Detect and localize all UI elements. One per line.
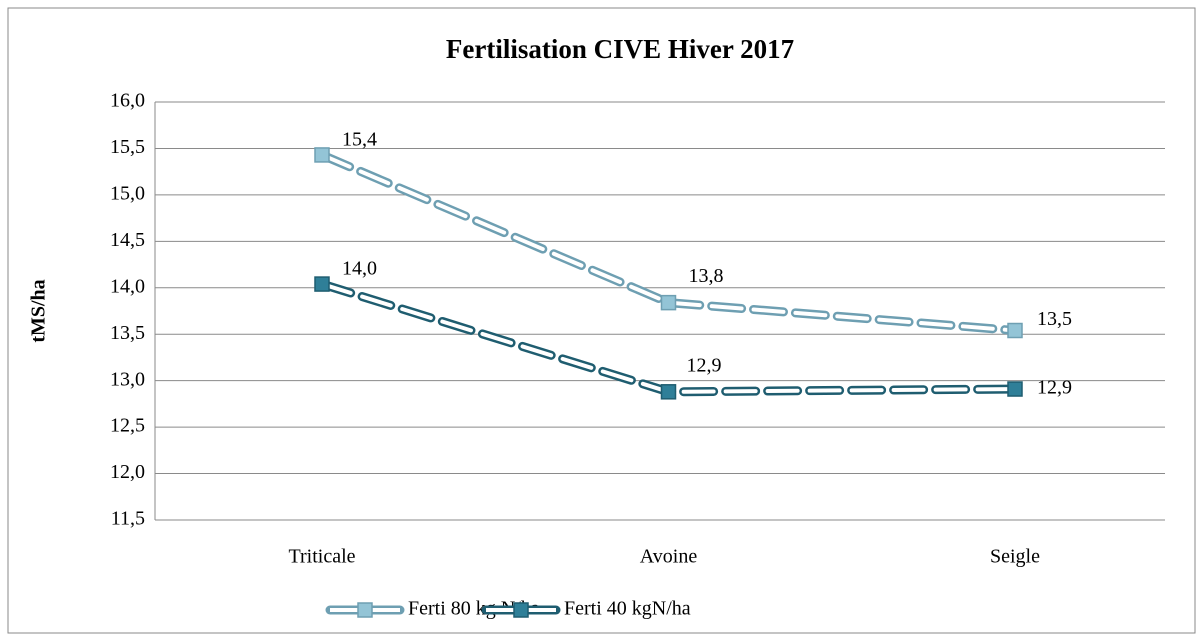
- y-tick-label: 12,5: [110, 415, 145, 437]
- data-label: 14,0: [342, 258, 377, 280]
- y-tick-label: 13,0: [110, 368, 145, 390]
- marker: [660, 384, 677, 400]
- y-tick-label: 14,0: [110, 275, 145, 297]
- x-tick-label: Seigle: [990, 546, 1040, 568]
- marker: [314, 276, 330, 292]
- y-tick-label: 15,5: [110, 136, 145, 158]
- marker: [1007, 381, 1023, 397]
- data-label: 12,9: [687, 354, 722, 376]
- data-label: 15,4: [342, 129, 377, 151]
- marker: [357, 602, 373, 618]
- legend-label: Ferti 40 kgN/ha: [564, 598, 691, 620]
- y-tick-label: 13,5: [110, 322, 145, 344]
- marker: [1007, 322, 1023, 339]
- marker: [314, 147, 330, 163]
- data-label: 13,5: [1037, 308, 1072, 330]
- y-tick-label: 16,0: [110, 90, 145, 112]
- x-tick-label: Avoine: [640, 546, 698, 568]
- data-label: 13,8: [689, 265, 724, 287]
- y-tick-label: 15,0: [110, 182, 145, 204]
- y-tick-label: 11,5: [111, 508, 145, 530]
- marker: [660, 294, 677, 311]
- chart-frame: [7, 7, 1196, 634]
- x-tick-label: Triticale: [288, 546, 355, 568]
- marker: [513, 602, 529, 618]
- y-tick-label: 12,0: [110, 461, 145, 483]
- y-axis-label: tMS/ha: [28, 279, 50, 342]
- chart-title: Fertilisation CIVE Hiver 2017: [446, 34, 794, 64]
- data-label: 12,9: [1037, 377, 1072, 399]
- y-tick-label: 14,5: [110, 229, 145, 251]
